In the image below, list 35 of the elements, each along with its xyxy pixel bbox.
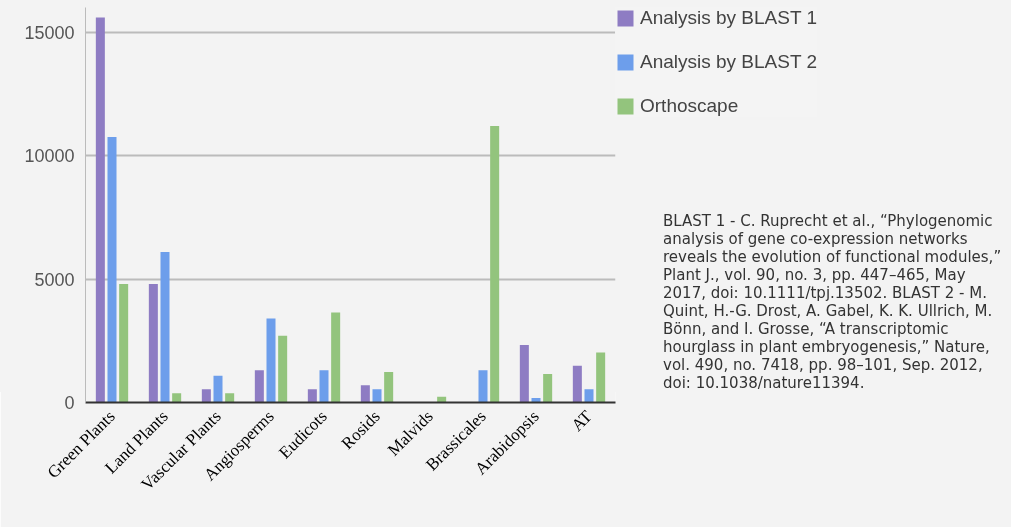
- bar: [372, 389, 382, 403]
- bar: [319, 370, 329, 403]
- bar: [95, 17, 105, 403]
- bar: [478, 370, 488, 403]
- bar: [519, 344, 529, 403]
- bar: [384, 371, 394, 403]
- bar: [331, 312, 341, 403]
- bar: [596, 352, 606, 403]
- bar: [148, 284, 158, 403]
- y-tick-label: 5000: [34, 269, 75, 290]
- bar: [172, 393, 182, 403]
- bar: [266, 318, 276, 403]
- y-tick-label: 10000: [24, 146, 75, 167]
- bar: [225, 393, 235, 403]
- bar: [360, 385, 370, 403]
- bar: [119, 284, 129, 403]
- y-tick-label: 15000: [24, 22, 75, 43]
- bar: [307, 389, 317, 403]
- bar: [543, 374, 553, 403]
- bar: [213, 375, 223, 403]
- bar: [531, 398, 541, 403]
- bar: [107, 137, 117, 403]
- legend-label: Orthoscape: [640, 95, 739, 117]
- y-tick-label: 0: [64, 393, 75, 413]
- bar: [201, 389, 211, 403]
- bar: [490, 126, 500, 403]
- bar: [278, 335, 288, 403]
- x-tick-label: AT: [567, 406, 597, 435]
- bar: [160, 251, 170, 403]
- text: BLAST 1 - C. Ruprecht et al., “Phylogenomic analysis of gene co-expression networks reveals the evolution of functional modules,” Plant J., vol. 90, no. 3, pp. 447–465, May 2017, doi: 10.1111/tpj.13502. BLAST 2 - M. Quint, H.-G. Drost, A. Gabel, K. K. Ullrich, M. Bönn, and I. Grosse, “A transcriptomic hourglass in plant embryogenesis,” Nature, vol. 490, no. 7418, pp. 98–101, Sep. 2012, doi: 10.1038/nature11394.: [663, 212, 1002, 392]
- legend-label: Analysis by BLAST 2: [640, 51, 818, 73]
- legend-label: Analysis by BLAST 1: [640, 7, 818, 29]
- bar: [572, 365, 582, 403]
- bar: [254, 370, 264, 403]
- bar: [584, 389, 594, 403]
